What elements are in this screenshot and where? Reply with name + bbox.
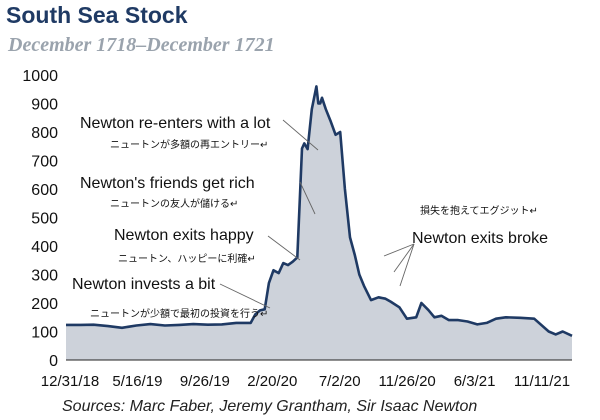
leader-invests-bit	[219, 283, 271, 309]
plot-area	[66, 85, 573, 361]
y-tick-label: 800	[31, 125, 58, 142]
annotation-leaders	[219, 119, 415, 309]
y-tick-label: 0	[49, 353, 58, 370]
x-tick-label: 2/20/20	[247, 373, 297, 390]
y-tick-label: 100	[31, 325, 58, 342]
annotation-exits-happy: Newton exits happy	[114, 227, 254, 244]
annotations: Newton re-enters with a lot ニュートンが多額の再エン…	[72, 115, 548, 320]
y-tick-label: 1000	[22, 68, 58, 85]
annotation-invests-bit-jp: ニュートンが少額で最初の投資を行う↵	[90, 307, 268, 320]
x-tick-label: 12/31/18	[41, 373, 99, 390]
series-line	[66, 85, 573, 337]
y-tick-label: 500	[31, 211, 58, 228]
annotation-invests-bit: Newton invests a bit	[72, 276, 216, 293]
annotation-friends-rich: Newton's friends get rich	[80, 175, 255, 192]
x-axis: 12/31/18 5/16/19 9/26/19 2/20/20 7/2/20 11/26…	[41, 373, 570, 390]
x-tick-label: 5/16/19	[112, 373, 162, 390]
leader-reenters	[282, 119, 319, 151]
leader-exits-happy	[267, 235, 301, 261]
leader-exits-broke-2	[393, 243, 415, 273]
x-tick-label: 7/2/20	[319, 373, 361, 390]
area-fill	[66, 86, 572, 361]
y-tick-label: 700	[31, 154, 58, 171]
y-axis: 0 100 200 300 400 500 600 700 800 900 1000	[22, 68, 58, 370]
annotation-reenters-jp: ニュートンが多額の再エントリー↵	[110, 138, 268, 151]
y-tick-label: 200	[31, 296, 58, 313]
y-tick-label: 900	[31, 97, 58, 114]
leader-friends-rich	[299, 181, 316, 215]
x-tick-label: 9/26/19	[180, 373, 230, 390]
annotation-exits-broke-jp: 損失を抱えてエグジット↵	[420, 204, 538, 217]
chart-subtitle: December 1718–December 1721	[8, 34, 275, 56]
annotation-exits-broke: Newton exits broke	[412, 230, 548, 247]
leader-exits-broke-1	[383, 243, 415, 257]
annotation-exits-happy-jp: ニュートン、ハッピーに利確↵	[118, 252, 256, 265]
chart-source: Sources: Marc Faber, Jeremy Grantham, Si…	[62, 398, 477, 415]
x-tick-label: 11/26/20	[379, 373, 436, 390]
annotation-friends-rich-jp: ニュートンの友人が儲ける↵	[110, 197, 238, 210]
x-tick-label: 6/3/21	[454, 373, 496, 390]
leader-exits-broke-3	[399, 243, 415, 287]
annotation-reenters: Newton re-enters with a lot	[80, 115, 271, 132]
y-tick-label: 600	[31, 182, 58, 199]
chart-title: South Sea Stock	[6, 2, 188, 28]
y-tick-label: 400	[31, 239, 58, 256]
x-tick-label: 11/11/21	[514, 373, 570, 390]
y-tick-label: 300	[31, 268, 58, 285]
